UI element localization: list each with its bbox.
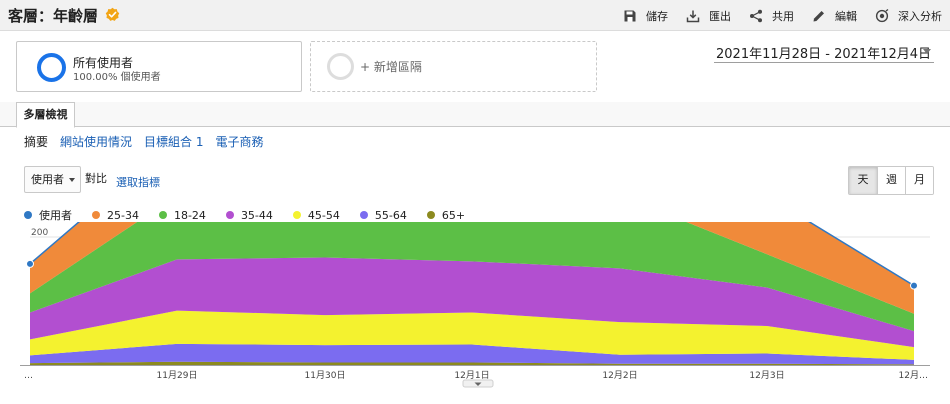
legend-label-users: 使用者 [39,209,72,222]
segment-ring-icon [37,53,66,82]
legend-dot-25-34 [92,211,100,219]
age-stacked-area-chart: 400200…11月29日11月30日12月1日12月2日12月3日12月… [20,222,930,388]
legend-item-25-34: 25-34 [92,207,139,223]
legend-item-18-24: 18-24 [158,207,206,223]
legend-label-55-64: 55-64 [374,208,407,222]
segment-all-users[interactable]: 所有使用者 100.00% 個使用者 [16,41,302,92]
area-18-24 [30,222,914,332]
add-segment-button[interactable]: + 新增區隔 [310,41,597,92]
page-title: 客層：年齡層 [8,7,99,25]
x-tick-label: 12月3日 [749,370,784,381]
chevron-down-icon [474,382,482,386]
legend-dot-18-24 [158,211,167,219]
date-range-picker[interactable]: 2021年11月28日 - 2021年12月4日 [714,43,934,63]
insights-label: 深入分析 [898,9,942,23]
chart-legend: 使用者 25-34 18-24 35-44 45-54 55-64 65+ [24,207,485,223]
users-point[interactable] [910,281,918,290]
legend-label-35-44: 35-44 [240,208,273,222]
tab-explorer[interactable]: 多層檢視 [16,102,75,128]
chevron-down-icon [69,178,75,182]
share-label: 共用 [772,9,794,23]
edit-button[interactable]: 編輯 [812,8,857,24]
verified-badge-icon [105,7,120,21]
empty-segment-ring-icon [327,53,354,80]
legend-label-25-34: 25-34 [107,208,139,222]
users-point[interactable] [26,259,34,268]
save-icon [624,10,636,21]
x-tick-label: 12月2日 [602,370,637,381]
select-metric-link[interactable]: 選取指標 [116,176,160,189]
subnav-goal-set-1[interactable]: 目標組合 1 [144,135,204,149]
legend-dot-45-54 [292,211,301,219]
area-45-54 [30,310,914,360]
legend-label-65-plus: 65+ [441,208,466,222]
period-month-button[interactable]: 月 [905,167,933,194]
edit-icon [813,10,824,21]
period-toggle: 天 週 月 [848,166,934,195]
y-tick-label: 200 [31,228,48,238]
add-segment-label: + 新增區隔 [360,60,422,74]
export-icon [686,10,700,22]
explorer-tab-bar: 多層檢視 [0,102,950,128]
x-tick-label: 12月… [899,370,928,381]
segment-name: 所有使用者 [73,56,134,70]
insights-icon [875,8,889,22]
legend-label-45-54: 45-54 [307,208,340,222]
export-button[interactable]: 匯出 [686,8,731,24]
legend-dot-55-64 [359,211,368,219]
report-header: 客層：年齡層 儲存 匯出 共用 編輯 深入分析 [0,0,950,31]
share-icon [750,9,762,22]
legend-item-35-44: 35-44 [225,207,273,223]
legend-item-55-64: 55-64 [359,207,407,223]
edit-label: 編輯 [835,9,857,23]
x-tick-label: 11月29日 [157,370,198,381]
subnav-ecommerce[interactable]: 電子商務 [215,135,264,149]
subnav-summary[interactable]: 摘要 [24,135,49,149]
export-label: 匯出 [709,9,731,23]
date-range-text: 2021年11月28日 - 2021年12月4日 [716,47,932,62]
legend-dot-35-44 [225,211,234,219]
metric-select[interactable]: 使用者 [24,166,81,193]
save-button[interactable]: 儲存 [623,8,668,24]
legend-label-18-24: 18-24 [173,208,206,222]
insights-button[interactable]: 深入分析 [875,8,942,24]
segment-share: 100.00% 個使用者 [73,72,161,83]
chevron-down-icon [923,49,931,54]
period-week-button[interactable]: 週 [877,167,905,194]
area-55-64 [30,343,914,365]
legend-item-45-54: 45-54 [292,207,340,223]
x-tick-label: 11月30日 [305,370,346,381]
metric-select-value: 使用者 [31,173,64,186]
x-tick-label: … [24,371,33,381]
legend-item-65-plus: 65+ [426,207,466,223]
report-actions: 儲存 匯出 共用 編輯 深入分析 [605,0,942,31]
share-button[interactable]: 共用 [749,8,794,24]
save-label: 儲存 [646,9,668,23]
legend-dot-users [24,211,32,219]
vs-label: 對比 [85,172,107,185]
legend-item-users: 使用者 [24,207,72,223]
area-35-44 [30,257,914,348]
x-tick-label: 12月1日 [454,370,489,381]
area-25-34 [30,222,914,314]
subnav-site-usage[interactable]: 網站使用情況 [60,135,133,149]
period-day-button[interactable]: 天 [849,167,877,194]
area-65-plus [30,361,914,365]
explorer-subnav: 摘要 網站使用情況 目標組合 1 電子商務 [24,133,276,150]
legend-dot-65-plus [426,211,435,219]
